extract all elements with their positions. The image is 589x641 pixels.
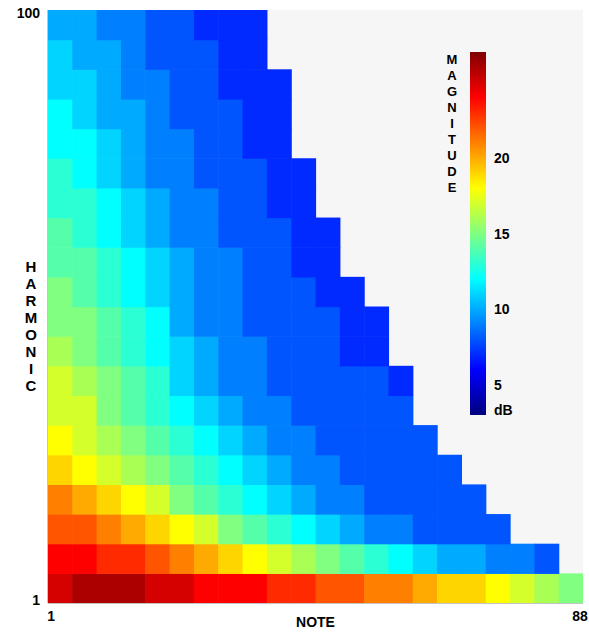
svg-text:M: M <box>25 309 38 326</box>
svg-text:H: H <box>26 258 37 275</box>
svg-text:O: O <box>25 326 37 343</box>
svg-text:U: U <box>447 148 456 163</box>
svg-text:R: R <box>26 292 37 309</box>
svg-text:N: N <box>26 343 37 360</box>
svg-text:20: 20 <box>494 150 510 166</box>
svg-text:C: C <box>26 377 37 394</box>
svg-text:1: 1 <box>32 592 40 608</box>
svg-text:M: M <box>447 52 458 67</box>
svg-text:N: N <box>447 100 456 115</box>
svg-text:I: I <box>450 116 454 131</box>
svg-text:15: 15 <box>494 226 510 242</box>
svg-text:G: G <box>447 84 457 99</box>
svg-text:1: 1 <box>47 608 55 624</box>
svg-text:A: A <box>26 275 37 292</box>
svg-text:NOTE: NOTE <box>296 614 335 630</box>
svg-text:I: I <box>29 360 33 377</box>
svg-text:A: A <box>447 68 457 83</box>
svg-text:dB: dB <box>494 402 513 418</box>
svg-text:E: E <box>448 180 457 195</box>
svg-text:T: T <box>448 132 456 147</box>
svg-text:D: D <box>447 164 456 179</box>
svg-text:100: 100 <box>17 5 41 21</box>
svg-text:88: 88 <box>572 608 588 624</box>
svg-text:10: 10 <box>494 301 510 317</box>
svg-text:5: 5 <box>494 377 502 393</box>
